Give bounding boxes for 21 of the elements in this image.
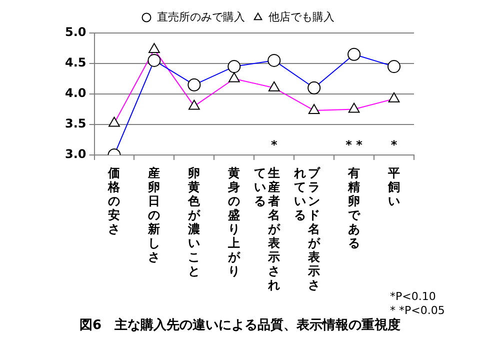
- y-tick-label: 5.0: [64, 25, 86, 40]
- text: *P<0.10: [390, 290, 436, 303]
- x-tick-label: 価格の安さ: [107, 166, 122, 238]
- text: 図6 主な購入先の違いによる品質、表示情報の重視度: [78, 316, 402, 334]
- annotation: *: [390, 138, 398, 152]
- legend-label: 他店でも購入: [268, 10, 334, 24]
- x-tick-label: 卵黄色が濃いこと: [187, 166, 202, 280]
- x-tick-label: 平飼い: [388, 166, 400, 208]
- x-tick-label: 黄身の盛り上がり: [227, 166, 242, 280]
- x-tick-label: 有精卵である: [347, 166, 362, 252]
- y-tick-label: 3.5: [64, 116, 86, 131]
- annotation: * *: [346, 138, 362, 152]
- annotation: *: [270, 138, 278, 152]
- category-label: 生産者名が表示されている: [254, 166, 280, 292]
- y-tick-label: 4.0: [64, 86, 86, 100]
- y-tick-label: 4.5: [64, 56, 86, 70]
- text: * *P<0.05: [390, 304, 445, 317]
- x-tick-label: 産卵日の新しさ: [147, 166, 162, 266]
- legend-label: 直売所のみで購入: [157, 10, 245, 24]
- category-label: ブランド名が表示されている: [294, 166, 320, 292]
- y-tick-label: 3.0: [64, 147, 86, 162]
